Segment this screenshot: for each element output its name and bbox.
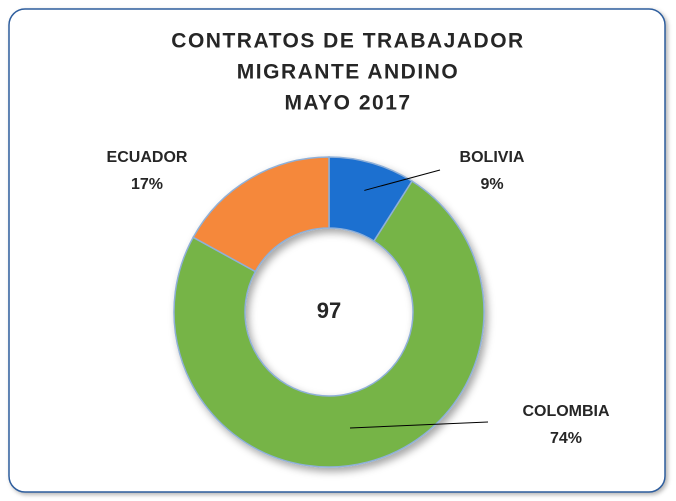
donut-slice xyxy=(192,156,330,273)
center-text: 97 xyxy=(317,298,341,323)
chart-title: MIGRANTE ANDINO xyxy=(237,61,459,84)
category-label: BOLIVIA xyxy=(460,149,525,166)
value-label: 9% xyxy=(480,176,503,193)
chart-title: CONTRATOS DE TRABAJADOR xyxy=(171,30,524,53)
donut-slice xyxy=(173,180,485,468)
category-label: COLOMBIA xyxy=(522,403,610,420)
frame xyxy=(8,8,666,493)
leader-line xyxy=(364,169,441,191)
chart-title: MAYO 2017 xyxy=(284,92,411,115)
value-label: 17% xyxy=(131,176,163,193)
category-label: ECUADOR xyxy=(107,149,188,166)
leader-line xyxy=(349,421,489,429)
value-label: 74% xyxy=(550,430,582,447)
